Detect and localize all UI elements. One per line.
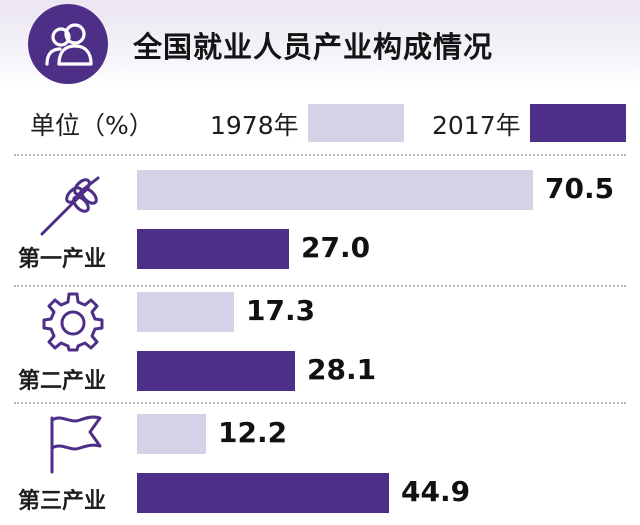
separator: [14, 402, 626, 404]
separator: [14, 285, 626, 287]
separator: [14, 154, 626, 156]
chart-title: 全国就业人员产业构成情况: [133, 30, 494, 64]
bar-tertiary-2017年: [137, 473, 389, 513]
bar-secondary-1978年: [137, 292, 234, 332]
value-label-secondary-1978年: 17.3: [246, 294, 316, 327]
value-label-tertiary-1978年: 12.2: [218, 416, 288, 449]
legend-label-1978: 1978年: [210, 111, 299, 140]
sector-label-primary: 第一产业: [18, 247, 107, 272]
sector-label-tertiary: 第三产业: [18, 489, 107, 514]
legend-label-2017: 2017年: [432, 111, 521, 140]
legend-swatch-2017: [530, 104, 626, 142]
gear-icon: [42, 292, 104, 352]
value-label-tertiary-2017年: 44.9: [401, 475, 471, 508]
value-label-secondary-2017年: 28.1: [307, 353, 377, 386]
wheat-icon: [40, 176, 100, 236]
header-band: 全国就业人员产业构成情况: [0, 0, 640, 90]
bar-secondary-2017年: [137, 351, 295, 391]
flag-icon: [50, 415, 102, 474]
bar-primary-2017年: [137, 229, 289, 269]
people-icon: [28, 4, 108, 84]
unit-label: 单位（%）: [30, 111, 154, 140]
bar-primary-1978年: [137, 170, 533, 210]
value-label-primary-2017年: 27.0: [301, 231, 371, 264]
sector-label-secondary: 第二产业: [18, 369, 107, 394]
value-label-primary-1978年: 70.5: [545, 172, 615, 205]
bar-tertiary-1978年: [137, 414, 206, 454]
legend-swatch-1978: [308, 104, 404, 142]
